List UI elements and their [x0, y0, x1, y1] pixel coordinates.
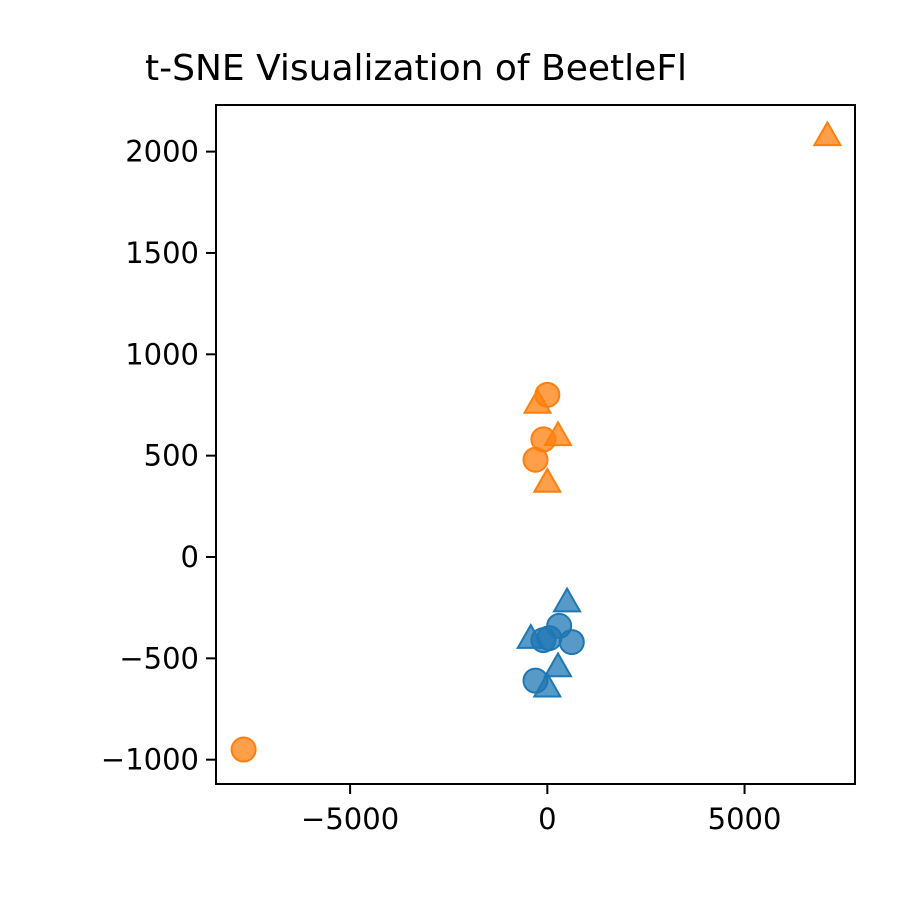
point-circle-s2-3	[230, 736, 257, 763]
point-triangle-s1-1	[552, 586, 582, 613]
point-triangle-s3-3	[812, 120, 843, 147]
point-circle-s2-2	[522, 446, 549, 473]
y-tick-label-5: 1500	[125, 236, 199, 270]
y-tick-label-3: 500	[144, 439, 199, 473]
y-tick-label-2: 0	[181, 540, 199, 574]
point-triangle-s3-1	[543, 420, 573, 447]
point-triangle-s3-2	[532, 466, 563, 493]
chart-title: t-SNE Visualization of BeetleFl	[145, 48, 687, 89]
scatter-marks	[230, 120, 843, 763]
plot-frame	[215, 104, 856, 785]
y-tick-label-1: −500	[119, 641, 199, 675]
y-tick-label-6: 2000	[125, 135, 199, 169]
y-axis: −1000 −500 0 500 1000 1500 2000	[101, 135, 216, 777]
y-tick-label-0: −1000	[101, 743, 199, 777]
point-circle-s0-4	[558, 629, 585, 656]
x-tick-label-2: 5000	[708, 802, 782, 836]
point-triangle-s1-2	[543, 651, 573, 678]
x-tick-label-1: 0	[538, 802, 556, 836]
point-triangle-s3-0	[522, 387, 553, 414]
y-tick-label-4: 1000	[125, 337, 199, 371]
point-triangle-s1-3	[532, 671, 563, 698]
x-tick-label-0: −5000	[301, 802, 399, 836]
x-axis: −5000 0 5000	[301, 784, 781, 836]
point-triangle-s1-0	[516, 623, 546, 649]
